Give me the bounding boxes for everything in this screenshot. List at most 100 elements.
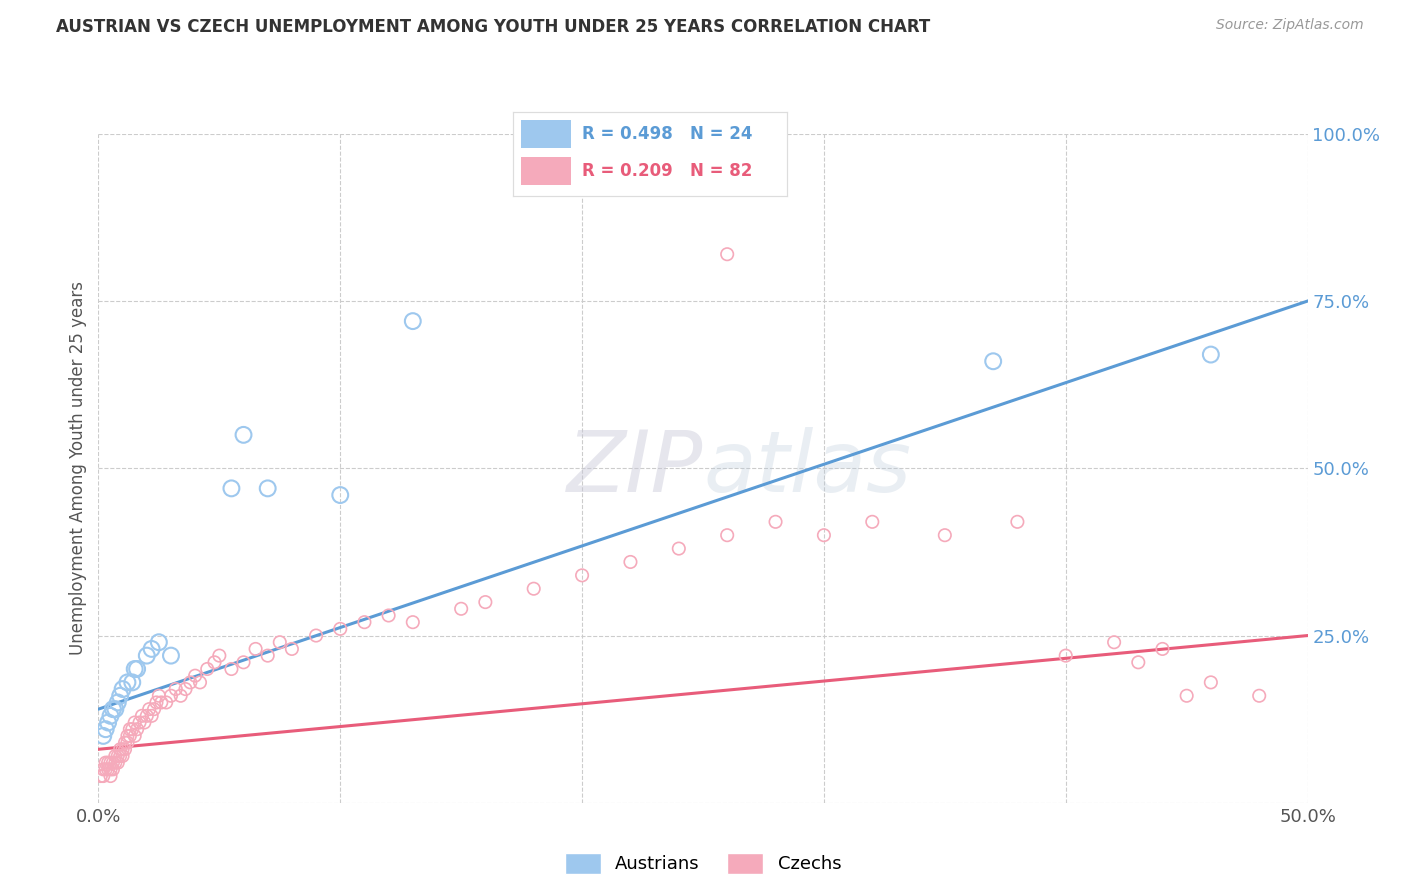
Point bbox=[134, 715, 156, 730]
Point bbox=[100, 756, 122, 770]
Text: R = 0.209   N = 82: R = 0.209 N = 82 bbox=[582, 162, 752, 180]
Text: atlas: atlas bbox=[703, 426, 911, 510]
Point bbox=[860, 515, 883, 529]
Point bbox=[256, 648, 278, 663]
Point bbox=[1175, 689, 1198, 703]
Point bbox=[160, 689, 183, 703]
Text: ZIP: ZIP bbox=[567, 426, 703, 510]
Point bbox=[232, 428, 254, 442]
Point bbox=[91, 762, 114, 776]
Point bbox=[245, 642, 267, 657]
Point bbox=[97, 715, 120, 730]
Point bbox=[571, 568, 593, 582]
Point bbox=[100, 708, 122, 723]
Point bbox=[1128, 655, 1150, 669]
Point bbox=[145, 696, 167, 710]
Point bbox=[716, 247, 738, 261]
Point bbox=[107, 696, 129, 710]
Point bbox=[97, 756, 120, 770]
Point bbox=[104, 702, 127, 716]
FancyBboxPatch shape bbox=[522, 157, 571, 186]
Point bbox=[124, 662, 146, 676]
FancyBboxPatch shape bbox=[522, 120, 571, 148]
Point bbox=[128, 715, 150, 730]
Point bbox=[127, 723, 149, 737]
Y-axis label: Unemployment Among Youth under 25 years: Unemployment Among Youth under 25 years bbox=[69, 281, 87, 656]
Text: Source: ZipAtlas.com: Source: ZipAtlas.com bbox=[1216, 18, 1364, 32]
Point bbox=[114, 742, 136, 756]
Point bbox=[165, 681, 187, 696]
Point bbox=[184, 669, 207, 683]
Point bbox=[107, 749, 129, 764]
Point bbox=[981, 354, 1004, 368]
Point bbox=[716, 528, 738, 542]
Point bbox=[269, 635, 291, 649]
Point bbox=[1199, 675, 1222, 690]
Point bbox=[668, 541, 690, 556]
Point bbox=[107, 756, 129, 770]
Point bbox=[94, 756, 117, 770]
Point bbox=[329, 488, 352, 502]
Point bbox=[329, 622, 352, 636]
Point bbox=[195, 662, 218, 676]
Point bbox=[101, 756, 124, 770]
Point bbox=[305, 628, 328, 642]
Point bbox=[221, 662, 243, 676]
Point bbox=[117, 729, 139, 743]
Point bbox=[1102, 635, 1125, 649]
Point bbox=[188, 675, 211, 690]
Point bbox=[135, 648, 157, 663]
Point bbox=[204, 655, 226, 669]
Point bbox=[101, 762, 124, 776]
Point bbox=[143, 702, 166, 716]
Point bbox=[353, 615, 375, 630]
Point bbox=[169, 689, 191, 703]
Point bbox=[150, 696, 173, 710]
Point bbox=[402, 314, 425, 328]
Point bbox=[108, 742, 131, 756]
Point bbox=[101, 702, 124, 716]
Point bbox=[1007, 515, 1029, 529]
Point bbox=[148, 635, 170, 649]
Point bbox=[121, 675, 143, 690]
Point bbox=[765, 515, 787, 529]
Point bbox=[174, 681, 197, 696]
Point bbox=[124, 729, 146, 743]
Point bbox=[1249, 689, 1271, 703]
Point bbox=[141, 642, 163, 657]
Point bbox=[100, 762, 122, 776]
Point bbox=[108, 689, 131, 703]
Point bbox=[160, 648, 183, 663]
Point bbox=[135, 708, 157, 723]
Point bbox=[141, 708, 163, 723]
Point bbox=[127, 662, 149, 676]
Point bbox=[813, 528, 835, 542]
Point bbox=[124, 715, 146, 730]
Point bbox=[1152, 642, 1174, 657]
Point bbox=[131, 708, 153, 723]
Point bbox=[94, 723, 117, 737]
Point bbox=[104, 756, 127, 770]
Point bbox=[108, 749, 131, 764]
Point bbox=[934, 528, 956, 542]
Legend: Austrians, Czechs: Austrians, Czechs bbox=[558, 846, 848, 880]
Point bbox=[97, 762, 120, 776]
Point bbox=[94, 762, 117, 776]
Point bbox=[402, 615, 425, 630]
Point bbox=[523, 582, 546, 596]
Text: R = 0.498   N = 24: R = 0.498 N = 24 bbox=[582, 125, 752, 143]
Point bbox=[104, 749, 127, 764]
Point bbox=[377, 608, 399, 623]
Point bbox=[117, 675, 139, 690]
Point bbox=[91, 729, 114, 743]
Point bbox=[450, 602, 472, 616]
Text: AUSTRIAN VS CZECH UNEMPLOYMENT AMONG YOUTH UNDER 25 YEARS CORRELATION CHART: AUSTRIAN VS CZECH UNEMPLOYMENT AMONG YOU… bbox=[56, 18, 931, 36]
Point bbox=[221, 482, 243, 496]
Point bbox=[256, 482, 278, 496]
Point bbox=[90, 769, 112, 783]
Point bbox=[208, 648, 231, 663]
Point bbox=[100, 769, 122, 783]
Point bbox=[118, 729, 141, 743]
Point bbox=[1199, 348, 1222, 362]
Point bbox=[619, 555, 641, 569]
